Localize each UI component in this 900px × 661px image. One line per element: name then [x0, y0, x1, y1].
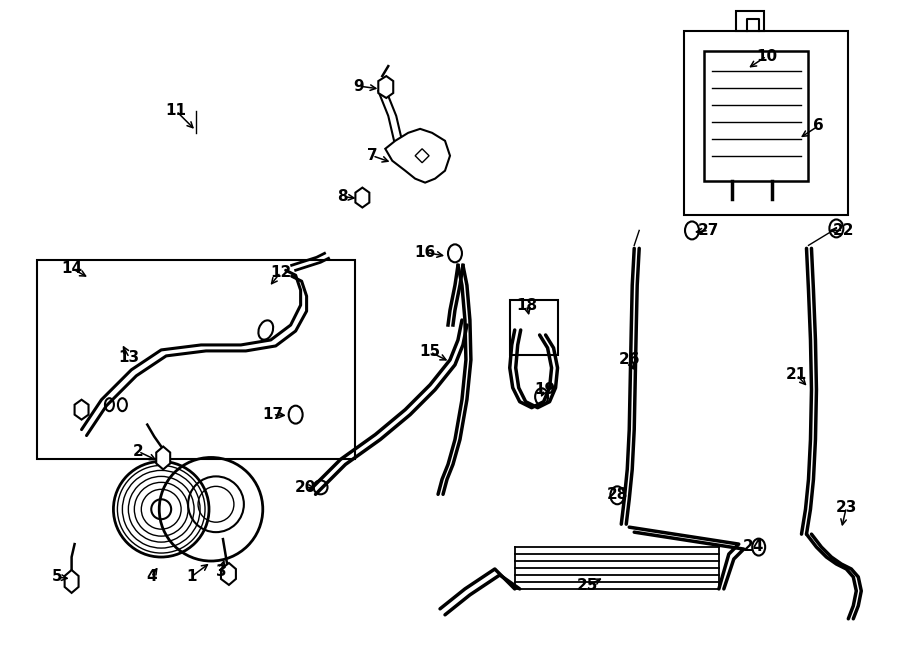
Text: 22: 22: [832, 223, 854, 238]
Text: 14: 14: [61, 260, 82, 276]
Text: 23: 23: [835, 500, 857, 515]
Text: 15: 15: [419, 344, 441, 360]
Bar: [509, 300, 557, 355]
Bar: [704, 51, 808, 180]
Text: 8: 8: [338, 189, 347, 204]
Polygon shape: [75, 400, 88, 420]
Text: 27: 27: [698, 223, 720, 238]
Bar: [736, 11, 764, 31]
Polygon shape: [415, 149, 429, 163]
Text: 5: 5: [51, 570, 62, 584]
Text: 11: 11: [166, 103, 186, 118]
Text: 26: 26: [618, 352, 640, 368]
Text: 4: 4: [146, 570, 157, 584]
Text: 6: 6: [813, 118, 824, 134]
Text: 7: 7: [367, 148, 378, 163]
Text: 1: 1: [185, 570, 196, 584]
Text: 16: 16: [415, 245, 436, 260]
Text: 28: 28: [607, 486, 628, 502]
Polygon shape: [385, 129, 450, 182]
Polygon shape: [356, 188, 369, 208]
Text: 9: 9: [353, 79, 364, 94]
Text: 19: 19: [534, 382, 555, 397]
Polygon shape: [157, 447, 170, 469]
Polygon shape: [378, 76, 393, 98]
Bar: [684, 31, 849, 215]
Polygon shape: [221, 563, 236, 585]
Text: 25: 25: [577, 578, 598, 594]
Text: 10: 10: [756, 49, 778, 63]
Bar: [37, 260, 356, 459]
Text: 3: 3: [216, 564, 226, 580]
Text: 12: 12: [270, 265, 292, 280]
Text: 24: 24: [743, 539, 764, 554]
Text: 18: 18: [516, 297, 537, 313]
Text: 21: 21: [786, 368, 807, 382]
Text: 17: 17: [262, 407, 284, 422]
Text: 2: 2: [133, 444, 144, 459]
Polygon shape: [65, 570, 78, 593]
Text: 13: 13: [119, 350, 140, 366]
Text: 20: 20: [295, 480, 316, 495]
